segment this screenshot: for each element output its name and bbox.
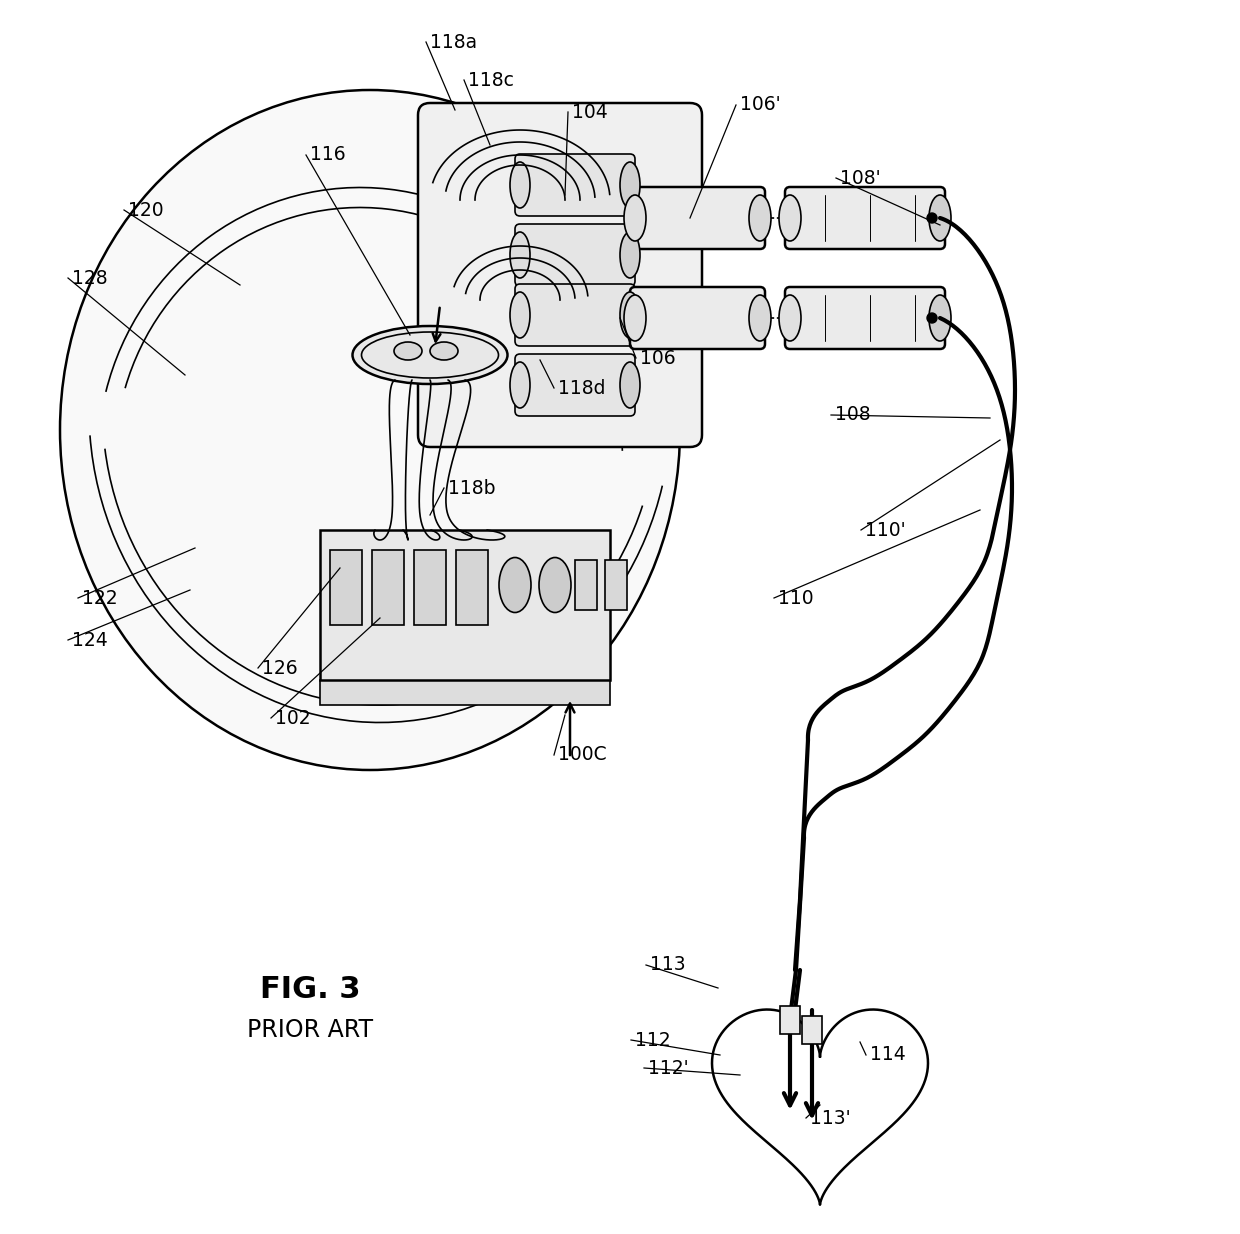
Text: 112: 112 [635,1030,671,1049]
FancyBboxPatch shape [515,225,635,286]
Ellipse shape [430,342,458,360]
Bar [320,529,610,680]
Text: 100C: 100C [558,745,606,765]
Bar [605,560,627,610]
Text: 118c: 118c [467,70,513,90]
Ellipse shape [510,232,529,278]
Text: 118a: 118a [430,32,477,52]
Text: 128: 128 [72,269,108,288]
Text: 110': 110' [866,521,905,539]
Ellipse shape [624,195,646,241]
Text: 116: 116 [310,146,346,164]
Ellipse shape [510,292,529,338]
Text: 120: 120 [128,200,164,220]
Text: 118b: 118b [448,479,496,497]
Ellipse shape [620,362,640,408]
FancyBboxPatch shape [515,284,635,346]
Text: 108': 108' [839,169,880,188]
Ellipse shape [928,313,937,323]
Bar [456,550,489,624]
Bar [320,680,610,705]
Text: 126: 126 [262,659,298,677]
Text: 110: 110 [777,589,813,607]
Text: 118d: 118d [558,379,605,397]
Text: 106': 106' [740,95,781,115]
FancyBboxPatch shape [785,288,945,349]
Ellipse shape [394,342,422,360]
Ellipse shape [779,195,801,241]
Text: 113': 113' [810,1108,851,1128]
Ellipse shape [620,162,640,209]
FancyBboxPatch shape [418,102,702,447]
Text: 104: 104 [572,102,608,121]
Text: 106: 106 [640,348,676,368]
Text: FIG. 3: FIG. 3 [259,976,361,1004]
Text: 114: 114 [870,1045,905,1065]
Ellipse shape [749,295,771,341]
Text: 122: 122 [82,589,118,607]
Ellipse shape [929,295,951,341]
Ellipse shape [539,558,570,612]
Text: 112': 112' [649,1059,688,1077]
Bar [330,550,362,624]
Ellipse shape [352,326,507,384]
FancyBboxPatch shape [785,188,945,249]
FancyBboxPatch shape [515,154,635,216]
Ellipse shape [498,558,531,612]
FancyBboxPatch shape [630,188,765,249]
Ellipse shape [510,362,529,408]
Text: 124: 124 [72,631,108,649]
Ellipse shape [60,90,680,770]
Ellipse shape [510,162,529,209]
Ellipse shape [624,295,646,341]
Bar [802,1016,822,1044]
Ellipse shape [928,213,937,223]
Ellipse shape [620,292,640,338]
Ellipse shape [929,195,951,241]
Ellipse shape [749,195,771,241]
Bar [575,560,596,610]
FancyBboxPatch shape [630,288,765,349]
Text: 113: 113 [650,955,686,975]
Bar [372,550,404,624]
Ellipse shape [620,232,640,278]
Ellipse shape [779,295,801,341]
Bar [414,550,446,624]
FancyBboxPatch shape [515,354,635,416]
Text: 102: 102 [275,708,311,728]
Text: PRIOR ART: PRIOR ART [247,1018,373,1041]
Text: 108: 108 [835,406,870,424]
Bar [780,1006,800,1034]
